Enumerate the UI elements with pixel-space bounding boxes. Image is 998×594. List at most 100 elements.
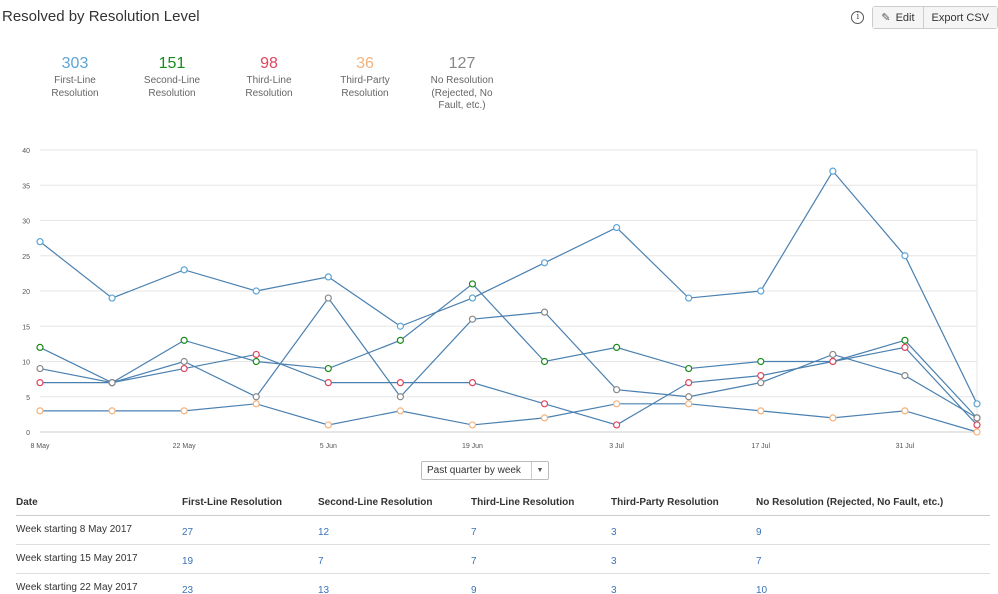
data-point: [36, 407, 44, 415]
series-line: [39, 170, 978, 405]
data-point: [685, 393, 693, 401]
x-tick-label: 31 Jul: [896, 443, 915, 450]
column-header[interactable]: Date: [16, 490, 182, 516]
data-point: [180, 407, 188, 415]
data-point: [252, 357, 260, 366]
table-cell-value[interactable]: 7: [471, 544, 611, 574]
data-point: [757, 372, 765, 380]
table-cell-value[interactable]: 9: [756, 515, 990, 545]
y-tick-label: 35: [22, 183, 30, 190]
table-row: Week starting 22 May 2017 23 13 9 3 10: [16, 573, 990, 594]
data-point: [468, 294, 477, 302]
data-point: [540, 308, 549, 316]
summary-third-line[interactable]: 98 Third-Line Resolution: [219, 56, 319, 100]
data-point: [613, 223, 621, 232]
table-cell-value[interactable]: 7: [756, 544, 990, 574]
table-cell-value[interactable]: 13: [318, 573, 471, 594]
export-csv-button[interactable]: Export CSV: [922, 7, 997, 28]
table-cell-value[interactable]: 12: [318, 515, 471, 545]
data-point: [973, 428, 981, 436]
data-point: [36, 379, 44, 387]
table-cell-value[interactable]: 19: [182, 544, 318, 574]
y-tick-label: 40: [22, 148, 30, 155]
data-point: [36, 343, 44, 351]
data-point: [757, 357, 765, 366]
column-header[interactable]: Third-Party Resolution: [611, 490, 756, 516]
x-tick-label: 17 Jul: [751, 443, 770, 450]
data-point: [613, 343, 621, 351]
y-tick-label: 5: [26, 395, 30, 402]
table-header-row: Date First-Line Resolution Second-Line R…: [16, 490, 990, 516]
data-point: [613, 386, 621, 394]
x-tick-label: 8 May: [30, 443, 50, 450]
table-cell-value[interactable]: 3: [611, 515, 756, 545]
table-cell-value[interactable]: 3: [611, 573, 756, 594]
edit-button-label: Edit: [895, 11, 915, 24]
data-table: Date First-Line Resolution Second-Line R…: [16, 490, 990, 594]
toolbar: i ✎ Edit Export CSV: [851, 6, 998, 29]
data-point: [324, 294, 332, 302]
data-point: [685, 294, 693, 302]
series-line: [40, 346, 978, 426]
data-point: [396, 393, 404, 401]
data-point: [613, 400, 621, 408]
table-cell-value[interactable]: 27: [182, 515, 318, 545]
range-select[interactable]: Past quarter by week ▼: [421, 461, 549, 480]
data-point: [540, 259, 549, 267]
table-cell-value[interactable]: 23: [182, 573, 318, 594]
info-icon[interactable]: i: [851, 11, 865, 24]
table-cell-value[interactable]: 7: [318, 544, 471, 574]
data-point: [829, 357, 837, 366]
data-point: [540, 414, 549, 422]
summary-no-resolution[interactable]: 127 No Resolution (Rejected, No Fault, etc…: [412, 56, 512, 113]
data-point: [324, 379, 332, 387]
data-point: [36, 364, 44, 373]
data-point: [901, 336, 909, 344]
column-header[interactable]: Third-Line Resolution: [471, 490, 611, 516]
summary-first-line[interactable]: 303 First-Line Resolution: [25, 56, 125, 100]
series-line: [39, 297, 978, 419]
table-cell-value[interactable]: 3: [611, 544, 756, 574]
summary-label: Third-Line Resolution: [245, 75, 293, 99]
column-header[interactable]: No Resolution (Rejected, No Fault, etc.): [756, 490, 990, 516]
data-point: [901, 252, 909, 260]
data-point: [613, 421, 621, 429]
data-point: [396, 336, 404, 344]
summary-third-party[interactable]: 36 Third-Party Resolution: [315, 56, 415, 100]
summary-count: 127: [448, 55, 476, 72]
y-tick-label: 10: [22, 360, 30, 367]
summary-second-line[interactable]: 151 Second-Line Resolution: [122, 56, 222, 100]
x-tick-label: 19 Jun: [462, 443, 483, 450]
table-row: Week starting 8 May 2017 27 12 7 3 9: [16, 515, 990, 545]
data-point: [757, 287, 765, 295]
column-header[interactable]: First-Line Resolution: [182, 490, 318, 516]
chevron-down-icon: ▼: [531, 462, 548, 479]
data-point: [829, 350, 837, 359]
line-chart: 0 5 10 15 20 25 30 35 40 8 May 22 May 5 Jun 19 Jun 3 …: [0, 140, 998, 463]
edit-button[interactable]: ✎ Edit: [873, 7, 923, 28]
data-point: [468, 379, 477, 387]
table-cell-date: Week starting 8 May 2017: [16, 515, 182, 545]
table-cell-date: Week starting 22 May 2017: [16, 573, 182, 594]
data-point: [180, 357, 188, 366]
data-point: [540, 357, 549, 366]
data-point: [468, 421, 477, 429]
data-point: [396, 379, 404, 387]
summary-count: 151: [158, 55, 186, 72]
series-line: [39, 283, 978, 419]
data-point: [468, 315, 477, 323]
table-cell-date: Week starting 15 May 2017: [16, 544, 182, 574]
series-line: [40, 403, 978, 433]
table-cell-value[interactable]: 7: [471, 515, 611, 545]
data-point: [757, 379, 765, 387]
line-chart-svg: 0 5 10 15 20 25 30 35 40 8 May 22 May 5 Jun 19 Jun 3 …: [22, 148, 981, 450]
y-tick-label: 15: [22, 324, 30, 331]
summary-label: No Resolution (Rejected, No Fault, etc.): [430, 75, 494, 111]
table-cell-value[interactable]: 9: [471, 573, 611, 594]
data-point: [324, 421, 332, 429]
table-cell-value[interactable]: 10: [756, 573, 990, 594]
summary-count: 36: [356, 55, 374, 72]
column-header[interactable]: Second-Line Resolution: [318, 490, 471, 516]
data-point: [324, 273, 332, 281]
data-point: [901, 372, 909, 380]
